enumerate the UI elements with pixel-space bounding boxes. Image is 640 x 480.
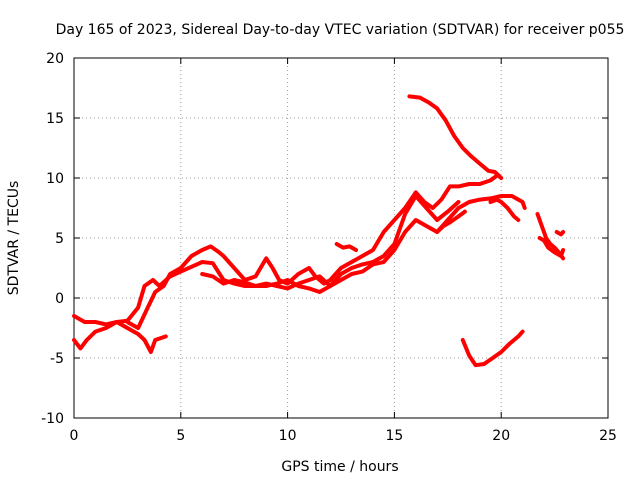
x-axis-ticks: 0 5 10 15 20 25 (70, 58, 617, 444)
x-axis-label: GPS time / hours (281, 459, 398, 475)
x-tick-label: 0 (70, 428, 79, 444)
y-tick-label: 10 (46, 171, 64, 187)
x-tick-label: 10 (279, 428, 297, 444)
chart-title: Day 165 of 2023, Sidereal Day-to-day VTE… (56, 22, 625, 38)
series-trace-e (407, 94, 504, 180)
series-trace-b (72, 320, 168, 354)
y-tick-label: -10 (41, 411, 64, 427)
series-trace-f (488, 197, 521, 222)
y-tick-label: 5 (55, 231, 64, 247)
series-trace-h (460, 329, 525, 368)
y-tick-label: 20 (46, 51, 64, 67)
data-traces (72, 94, 566, 368)
y-tick-label: -5 (50, 351, 64, 367)
series-trace-g (435, 209, 467, 234)
series-trace-d (200, 194, 527, 294)
y-axis-label: SDTVAR / TECUs (6, 181, 22, 296)
series-trace-c (125, 173, 499, 330)
y-tick-label: 0 (55, 291, 64, 307)
x-tick-label: 15 (385, 428, 403, 444)
x-tick-label: 25 (599, 428, 617, 444)
x-tick-label: 5 (176, 428, 185, 444)
series-trace-k (554, 230, 566, 237)
y-axis-ticks: -10 -5 0 5 10 15 20 (41, 51, 608, 427)
y-tick-label: 15 (46, 111, 64, 127)
x-tick-label: 20 (492, 428, 510, 444)
series-trace-j (537, 236, 566, 258)
series-trace-i (535, 212, 566, 261)
series-trace-l (334, 242, 358, 252)
grid (74, 58, 608, 418)
